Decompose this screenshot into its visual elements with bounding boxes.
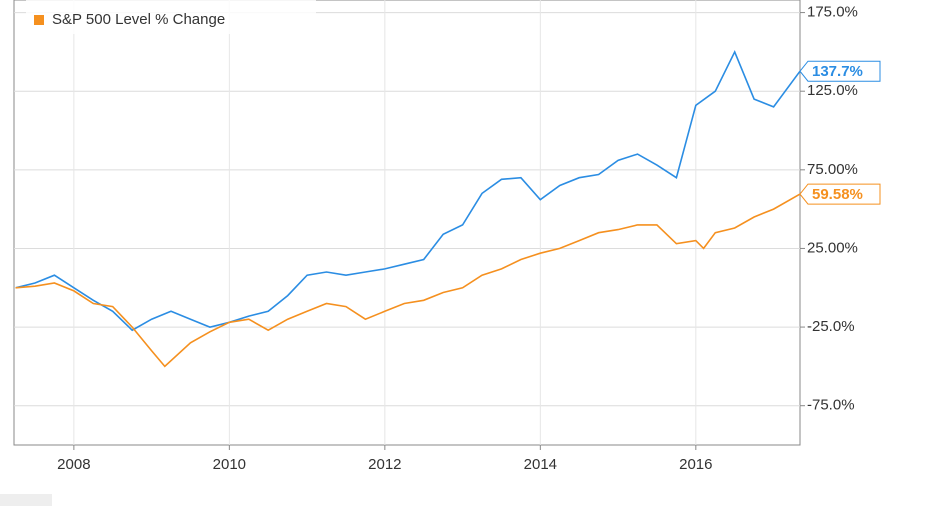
y-tick-label: 125.0% (807, 82, 858, 99)
x-tick-label: 2008 (57, 456, 90, 473)
end-label-box (799, 60, 881, 82)
end-label: 137.7% (799, 60, 881, 82)
legend-swatch (34, 15, 44, 25)
legend: S&P 500 Level % Change (26, 0, 316, 34)
legend-label: S&P 500 Level % Change (52, 11, 225, 28)
lines (15, 49, 801, 368)
end-label: 59.58% (799, 183, 881, 205)
y-tick-label: -75.0% (807, 397, 855, 414)
logo (0, 494, 52, 506)
x-tick-label: 2010 (213, 456, 246, 473)
y-tick-label: 25.00% (807, 239, 858, 256)
labels: 175.0% 125.0% 75.00% 25.00% -25.0% -75.0% 2008… (26, 0, 881, 473)
x-tick-label: 2014 (524, 456, 557, 473)
legend-box (26, 0, 316, 34)
y-tick-label: -25.0% (807, 318, 855, 335)
end-label-text: 137.7% (812, 63, 863, 80)
y-tick-label: 75.00% (807, 161, 858, 178)
end-label-text: 59.58% (812, 186, 863, 203)
series-line (15, 193, 801, 368)
x-tick-label: 2012 (368, 456, 401, 473)
x-tick-label: 2016 (679, 456, 712, 473)
end-label-box (799, 183, 881, 205)
y-tick-label: 175.0% (807, 4, 858, 21)
grid (14, 0, 805, 450)
series-line (15, 49, 801, 332)
plot-frame (13, 0, 801, 446)
